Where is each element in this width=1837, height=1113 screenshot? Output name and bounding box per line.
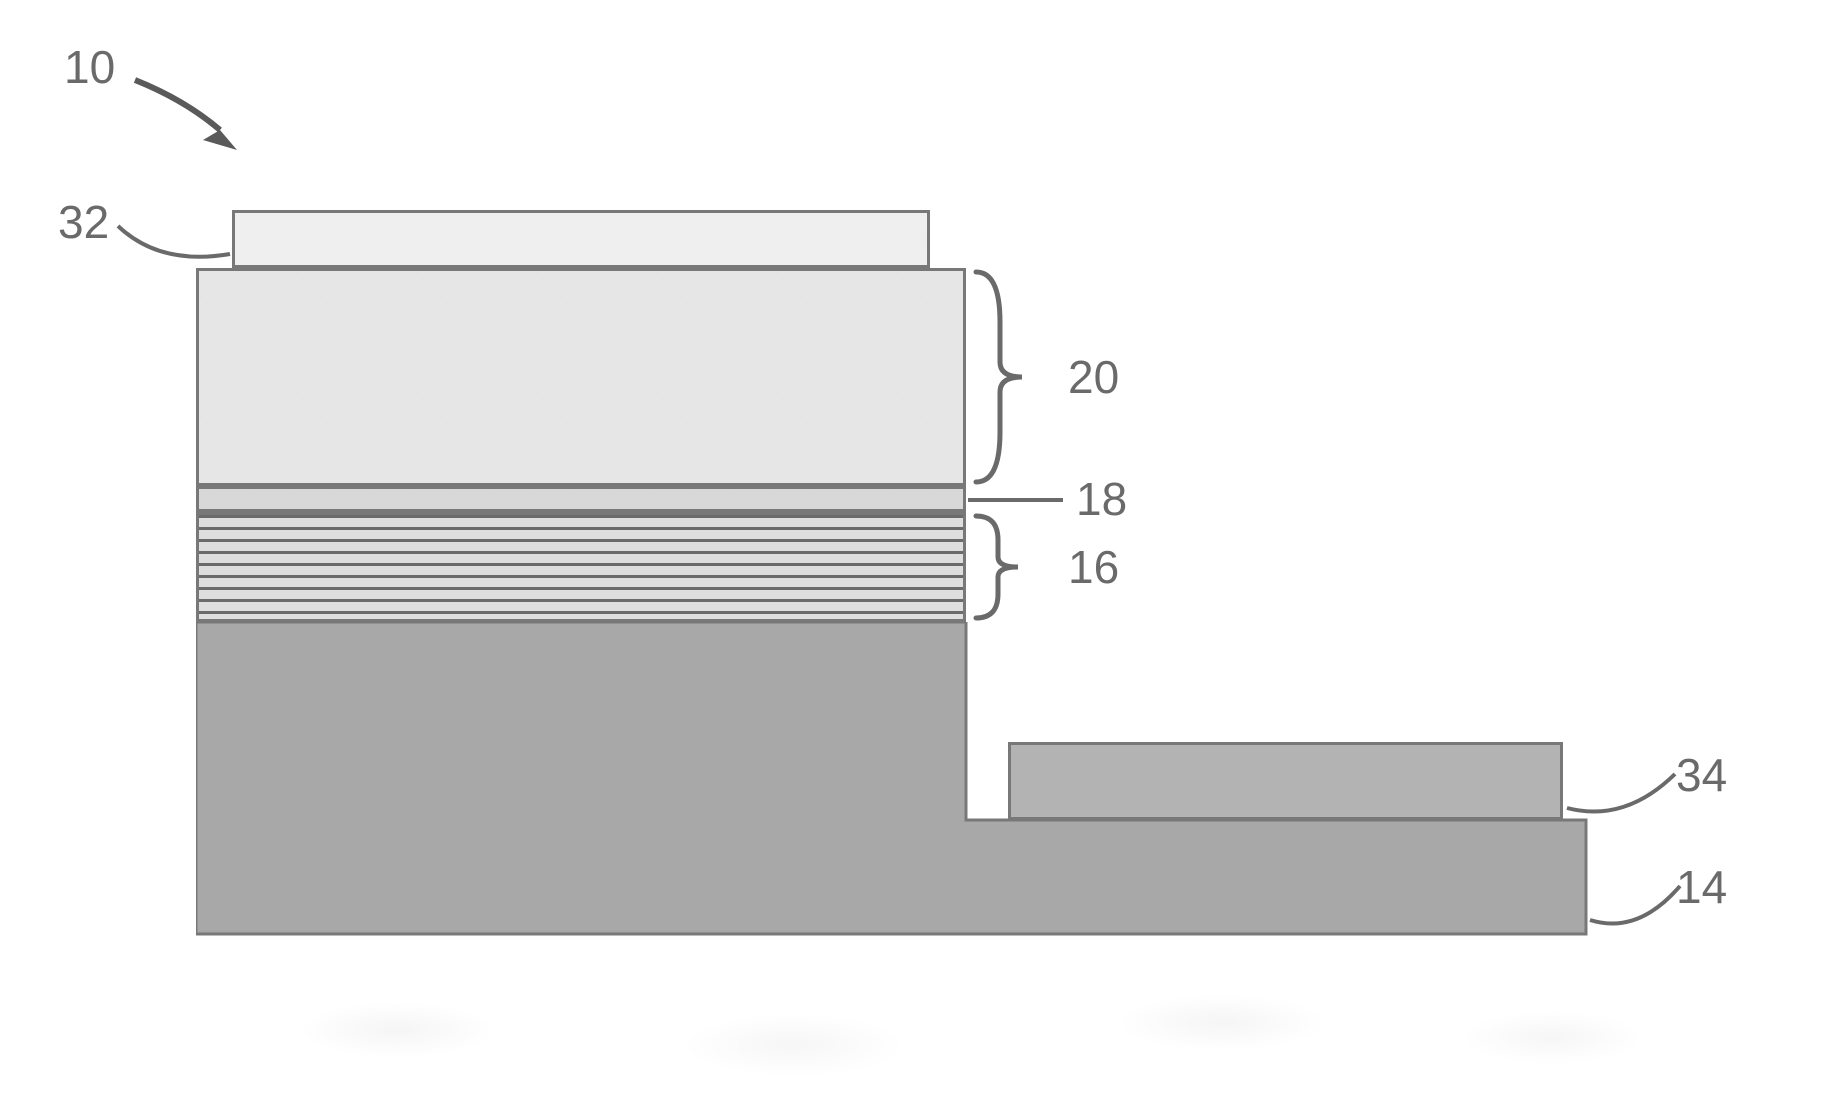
arrow-10	[125, 70, 255, 160]
brace-16	[968, 512, 1038, 622]
leader-14	[1588, 880, 1688, 940]
label-18: 18	[1076, 472, 1127, 526]
layer-20	[196, 268, 966, 486]
cross-section-diagram: 10 32 20 18 16 34 14	[0, 0, 1837, 1113]
label-32: 32	[58, 195, 109, 249]
layer-top-electrode-32	[232, 210, 930, 268]
bottom-texture	[100, 940, 1750, 1090]
brace-20	[968, 268, 1038, 486]
layer-16	[196, 512, 966, 622]
leader-32	[110, 218, 240, 278]
layer-18	[196, 486, 966, 512]
layer-electrode-34	[1008, 742, 1563, 820]
leader-18	[968, 490, 1068, 510]
label-20: 20	[1068, 350, 1119, 404]
leader-34	[1565, 768, 1685, 828]
label-10: 10	[64, 40, 115, 94]
label-16: 16	[1068, 540, 1119, 594]
